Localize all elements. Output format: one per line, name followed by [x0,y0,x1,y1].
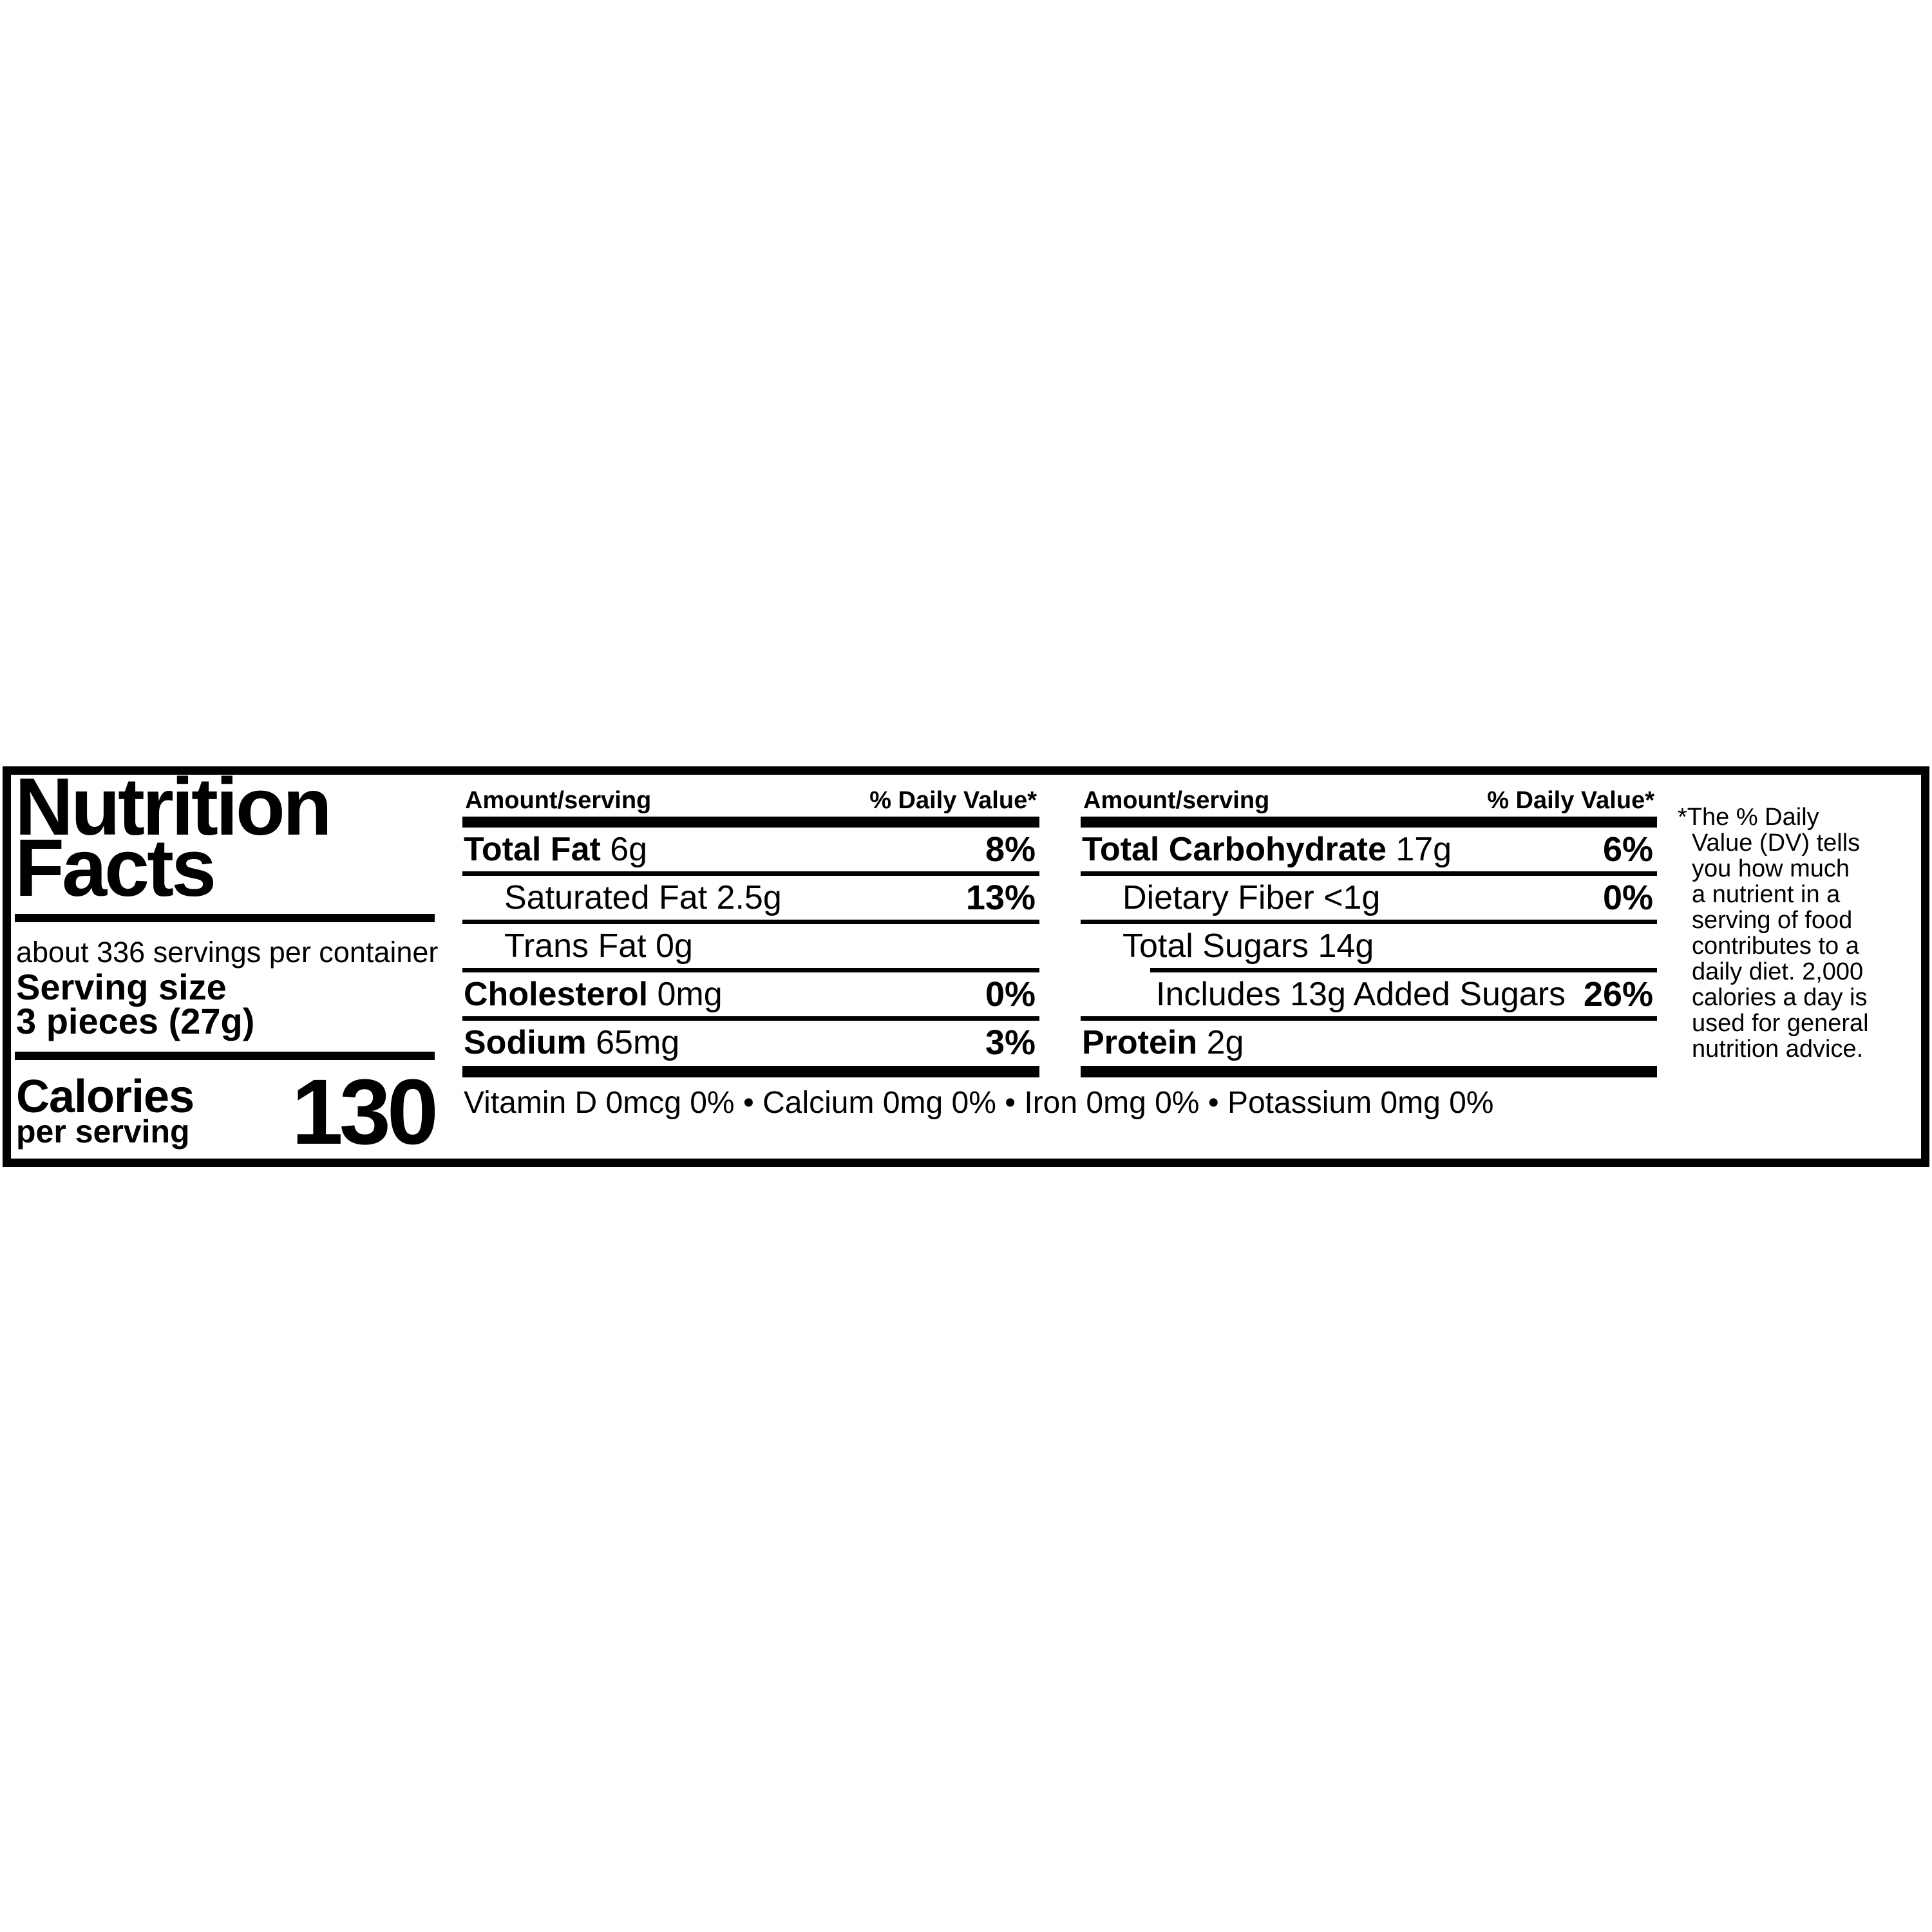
bottom-bar [462,1066,1039,1077]
daily-value-header: % Daily Value* [869,787,1037,814]
nutrient-daily-value: 0% [1602,878,1653,917]
nutrient-name: Cholesterol 0mg [462,972,723,1016]
nutrient-daily-value: 26% [1583,975,1653,1014]
nutrient-label-text: Saturated Fat [504,879,708,916]
row-separator [462,920,1039,924]
header-bar [1081,817,1657,828]
nutrient-column-fats: Amount/serving % Daily Value* Total Fat 6g… [462,775,1039,1159]
nutrient-daily-value [1653,1021,1657,1065]
serving-info-column: Nutrition Facts about 336 servings per c… [15,761,439,1164]
nutrient-row: Total Carbohydrate 17g 6% [1081,828,1657,871]
nutrient-row: Protein 2g [1081,1021,1657,1065]
row-separator [1081,871,1657,876]
calories-per-serving-label: per serving [16,1113,190,1150]
header-bar [462,817,1039,828]
row-separator [1081,920,1657,924]
nutrient-row: Saturated Fat 2.5g 13% [462,876,1039,920]
nutrient-row: Total Fat 6g 8% [462,828,1039,871]
column-header: Amount/serving % Daily Value* [1081,786,1657,815]
micronutrients-line: Vitamin D 0mcg 0% • Calcium 0mg 0% • Iro… [464,1086,1494,1120]
nutrient-label-text: Total Fat [464,831,601,868]
calories-divider-rule [15,1052,435,1060]
nutrient-row: Cholesterol 0mg 0% [462,972,1039,1016]
nutrient-label-text: Total Carbohydrate [1082,831,1387,868]
amount-serving-header: Amount/serving [1083,787,1270,814]
column-header: Amount/serving % Daily Value* [462,786,1039,815]
nutrient-amount: <1g [1314,879,1381,916]
nutrient-daily-value [1036,924,1039,968]
nutrient-row: Trans Fat 0g [462,924,1039,968]
nutrition-facts-label: Nutrition Facts about 336 servings per c… [3,766,1929,1167]
nutrient-name: Total Carbohydrate 17g [1081,828,1452,871]
nutrient-label-text: Trans Fat [504,927,647,965]
nutrient-name: Trans Fat 0g [462,924,693,968]
nutrient-daily-value: 8% [985,830,1036,869]
nutrient-amount: 6g [600,831,648,868]
nutrient-name: Total Fat 6g [462,828,647,871]
nutrient-row: Sodium 65mg 3% [462,1021,1039,1065]
nutrient-label-text: Includes 13g Added Sugars [1156,976,1566,1013]
nutrient-daily-value: 3% [985,1023,1036,1062]
nutrient-row: Includes 13g Added Sugars 26% [1081,972,1657,1016]
nutrient-name: Sodium 65mg [462,1021,679,1065]
nutrient-amount: 17g [1386,831,1452,868]
nutrient-label-text: Cholesterol [464,976,649,1013]
nutrient-column-carbs: Amount/serving % Daily Value* Total Carboh… [1081,775,1657,1159]
serving-size-value: 3 pieces (27g) [16,1001,255,1041]
bottom-bar [1081,1066,1657,1077]
title-divider-rule [15,914,435,922]
nutrient-name: Saturated Fat 2.5g [462,876,782,920]
daily-value-header: % Daily Value* [1487,787,1654,814]
nutrient-name: Protein 2g [1081,1021,1244,1065]
nutrient-row: Dietary Fiber <1g 0% [1081,876,1657,920]
row-separator [462,1016,1039,1021]
nutrient-label-text: Sodium [464,1024,587,1061]
nutrient-amount: 0g [646,927,693,965]
nutrient-daily-value: 6% [1602,830,1653,869]
label-title-line2: Facts [15,822,216,913]
nutrient-amount: 2.5g [707,879,782,916]
servings-per-container: about 336 servings per container [16,936,439,969]
daily-value-footnote: *The % Daily Value (DV) tells you how mu… [1678,804,1869,1063]
nutrient-daily-value [1653,924,1657,968]
nutrient-label-text: Protein [1082,1024,1198,1061]
nutrient-name: Total Sugars 14g [1081,924,1374,968]
serving-size-label: Serving size [16,967,227,1007]
nutrient-row: Total Sugars 14g [1081,924,1657,968]
nutrient-label-text: Dietary Fiber [1122,879,1314,916]
nutrient-rows: Total Carbohydrate 17g 6% Dietary Fiber <1… [1081,828,1657,1065]
calories-label: Calories [16,1071,194,1122]
nutrient-rows: Total Fat 6g 8% Saturated Fat 2.5g 13% Trans… [462,828,1039,1065]
nutrient-daily-value: 0% [985,975,1036,1014]
row-separator [1150,968,1657,972]
row-separator [1081,1016,1657,1021]
row-separator [462,871,1039,876]
nutrient-daily-value: 13% [965,878,1036,917]
nutrient-name: Includes 13g Added Sugars [1081,972,1566,1016]
nutrient-amount: 65mg [586,1024,680,1061]
label-title-line1: Nutrition [15,761,332,852]
amount-serving-header: Amount/serving [465,787,652,814]
nutrient-amount: 0mg [648,976,723,1013]
row-separator [462,968,1039,972]
nutrient-name: Dietary Fiber <1g [1081,876,1380,920]
nutrient-amount: 2g [1197,1024,1244,1061]
nutrient-amount: 14g [1309,927,1374,965]
calories-value: 130 [291,1060,439,1164]
label-title: Nutrition Facts [15,761,332,913]
nutrient-label-text: Total Sugars [1122,927,1309,965]
